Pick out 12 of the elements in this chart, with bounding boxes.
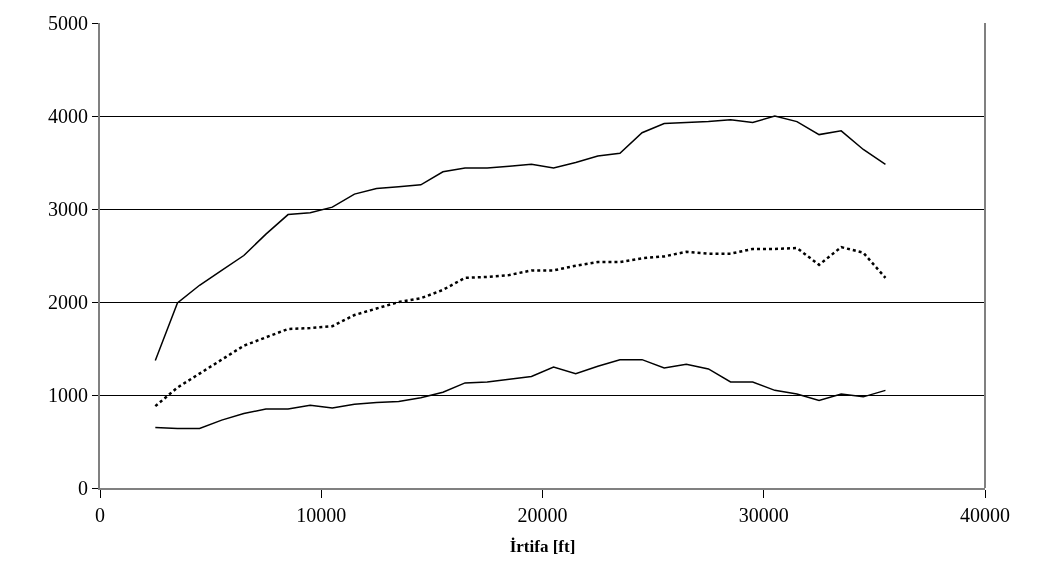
x-tick-label: 10000 <box>296 504 347 526</box>
y-tick-label: 0 <box>78 477 88 499</box>
x-tick-label: 30000 <box>738 504 789 526</box>
y-tick-label: 5000 <box>48 12 88 34</box>
y-tick-label: 4000 <box>48 105 88 127</box>
x-tick-label: 40000 <box>960 504 1010 526</box>
y-tick-label: 2000 <box>48 291 88 313</box>
x-tick-label: 0 <box>95 504 105 526</box>
y-tick-label: 1000 <box>48 384 88 406</box>
y-tick-label: 3000 <box>48 198 88 220</box>
x-axis-title: İrtifa [ft] <box>509 536 576 556</box>
x-tick-label: 20000 <box>517 504 568 526</box>
